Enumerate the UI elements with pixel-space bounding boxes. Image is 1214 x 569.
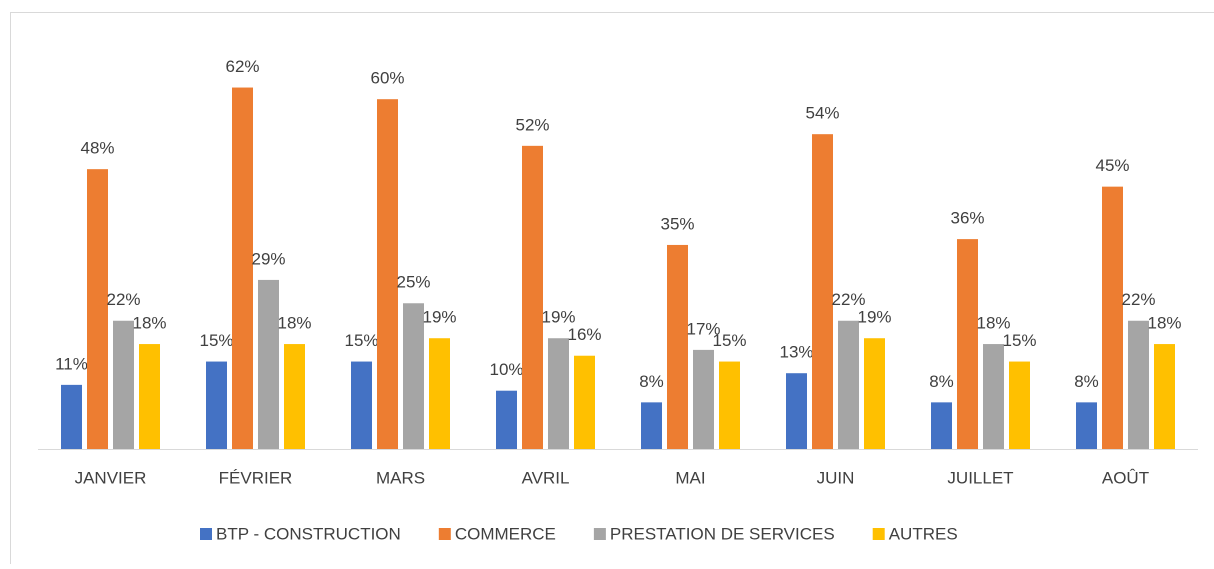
x-tick-label: AVRIL [522,468,570,487]
data-label: 15% [712,331,746,350]
bar [1102,186,1123,449]
bar [983,344,1004,449]
bar [377,99,398,449]
data-label: 29% [251,249,285,268]
data-label: 11% [55,354,88,373]
bar [139,344,160,449]
legend-label: AUTRES [889,524,958,543]
data-label: 15% [344,331,378,350]
data-label: 10% [489,360,523,379]
legend-swatch [200,528,212,540]
legend-swatch [872,528,885,540]
bar [667,244,688,449]
x-tick-label: MARS [376,468,425,487]
legend-label: COMMERCE [455,524,556,543]
bar [719,361,740,449]
data-label: 18% [277,314,311,333]
data-label: 35% [660,214,694,233]
bar [812,134,833,449]
x-tick-label: AOÛT [1102,468,1149,487]
data-label: 22% [1121,290,1155,309]
bar [864,338,885,449]
bar [429,338,450,449]
bar [931,402,952,449]
data-label: 8% [1074,372,1099,391]
data-label: 36% [950,209,984,228]
data-label: 25% [396,273,430,292]
bar [522,145,543,449]
bar [87,169,108,449]
data-label: 19% [857,308,891,327]
bar [957,239,978,449]
legend-label: PRESTATION DE SERVICES [610,524,835,543]
data-label: 19% [422,308,456,327]
bar [258,279,279,449]
bar [496,390,517,449]
legend-swatch [593,528,606,540]
bar [61,384,82,449]
data-label: 8% [639,372,664,391]
data-label: 54% [805,104,839,123]
bar [284,344,305,449]
data-label: 45% [1095,156,1129,175]
bar [1154,344,1175,449]
bar [548,338,569,449]
data-label: 8% [929,372,954,391]
data-label: 18% [132,314,166,333]
data-label: 19% [541,308,575,327]
x-tick-label: JUILLET [947,468,1013,487]
bar [786,373,807,449]
data-label: 15% [1002,331,1036,350]
legend-swatch [438,528,451,540]
x-tick-label: JUIN [817,468,855,487]
x-tick-label: FÉVRIER [219,468,293,487]
bar [113,320,134,449]
x-tick-label: JANVIER [75,468,147,487]
data-label: 60% [370,69,404,88]
data-label: 62% [225,57,259,76]
data-label: 17% [686,319,720,338]
data-label: 22% [106,290,140,309]
data-label: 22% [831,290,865,309]
legend-label: BTP - CONSTRUCTION [216,524,401,543]
data-label: 16% [567,325,601,344]
data-label: 18% [976,314,1010,333]
bar [838,320,859,449]
data-label: 13% [779,343,813,362]
bar [1128,320,1149,449]
data-label: 52% [515,115,549,134]
bar [232,87,253,449]
bar [693,349,714,449]
bar [206,361,227,449]
data-label: 18% [1147,314,1181,333]
data-label: 15% [199,331,233,350]
x-tick-label: MAI [675,468,705,487]
bar [1076,402,1097,449]
bar [1009,361,1030,449]
data-label: 48% [80,139,114,158]
bar [351,361,372,449]
bar [403,303,424,449]
bar [641,402,662,449]
bar [574,355,595,449]
